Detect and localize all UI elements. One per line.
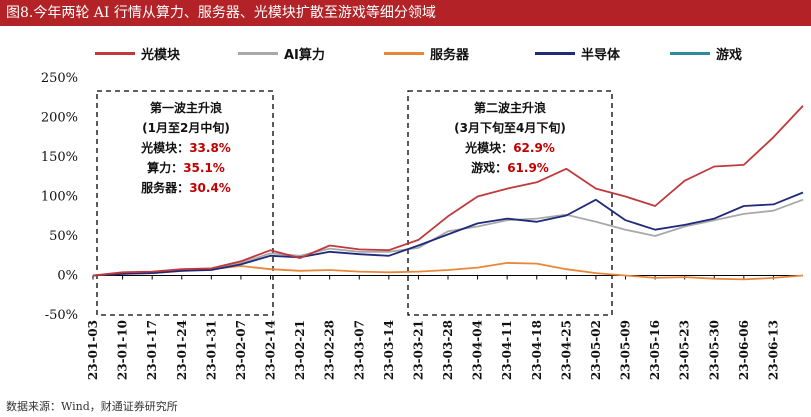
x-tick-label: 23-01-10 <box>116 320 130 380</box>
y-tick-label: -50% <box>45 308 78 323</box>
legend-label-ai: AI算力 <box>284 48 325 63</box>
x-tick-label: 23-05-23 <box>678 320 692 380</box>
annotation-value: 33.8% <box>189 141 231 155</box>
x-tick-label: 23-06-06 <box>737 320 751 380</box>
y-tick-label: 200% <box>41 111 78 126</box>
x-tick-label: 23-04-04 <box>471 320 485 380</box>
legend-label-game: 游戏 <box>716 48 743 63</box>
x-tick-label: 23-04-18 <box>530 320 544 380</box>
legend-swatch-optical <box>95 52 135 55</box>
annotation-wave-2-row: 游戏：61.9% <box>410 158 610 178</box>
annotation-wave-2: 第二波主升浪 (3月下旬至4月下旬) 光模块：62.9% 游戏：61.9% <box>410 98 610 178</box>
annotation-wave-2-row: 光模块：62.9% <box>410 138 610 158</box>
legend-item-ai: AI算力 <box>238 44 325 63</box>
series-line-1 <box>92 198 804 277</box>
y-tick-label: 150% <box>41 150 78 165</box>
legend-swatch-game <box>670 52 710 55</box>
series-line-3 <box>92 191 804 277</box>
annotation-label: 服务器： <box>141 181 190 195</box>
annotation-box-wave-2 <box>407 90 613 316</box>
annotation-wave-2-title: 第二波主升浪 <box>473 101 546 115</box>
x-tick-label: 23-05-16 <box>648 320 662 380</box>
x-tick-label: 23-03-28 <box>441 320 455 380</box>
legend-label-optical: 光模块 <box>141 48 181 63</box>
source-note: 数据来源：Wind，财通证券研究所 <box>6 400 178 413</box>
legend-swatch-server <box>384 52 424 55</box>
legend-item-server: 服务器 <box>384 44 469 63</box>
annotation-wave-2-subtitle: (3月下旬至4月下旬) <box>454 121 566 135</box>
x-tick-label: 23-01-17 <box>145 320 159 380</box>
annotation-wave-1-row: 服务器：30.4% <box>100 178 272 198</box>
annotation-wave-1-title: 第一波主升浪 <box>149 101 222 115</box>
series-line-0 <box>92 105 804 277</box>
x-tick-label: 23-01-03 <box>86 320 100 380</box>
annotation-value: 62.9% <box>513 141 555 155</box>
x-tick-label: 23-02-21 <box>293 320 307 380</box>
y-tick-label: 50% <box>49 229 78 244</box>
legend-item-game: 游戏 <box>670 44 742 63</box>
x-tick-label: 23-01-24 <box>175 320 189 380</box>
y-tick-label: 100% <box>41 190 78 205</box>
x-tick-label: 23-04-25 <box>559 320 573 380</box>
legend-item-semi: 半导体 <box>535 44 620 63</box>
annotation-label: 游戏： <box>471 161 508 175</box>
annotation-wave-1-row: 算力：35.1% <box>100 158 272 178</box>
x-tick-label: 23-01-31 <box>204 320 218 380</box>
x-tick-label: 23-02-07 <box>234 320 248 380</box>
legend-label-server: 服务器 <box>430 48 470 63</box>
y-tick-label: 250% <box>41 71 78 86</box>
annotation-box-wave-1 <box>96 90 274 316</box>
legend-swatch-semi <box>535 52 575 55</box>
annotation-wave-1: 第一波主升浪 (1月至2月中旬) 光模块：33.8% 算力：35.1% 服务器：… <box>100 98 272 198</box>
annotation-value: 61.9% <box>507 161 549 175</box>
x-tick-label: 23-05-30 <box>707 320 721 380</box>
x-tick-label: 23-03-21 <box>411 320 425 380</box>
x-tick-label: 23-02-14 <box>264 320 278 380</box>
annotation-value: 35.1% <box>183 161 225 175</box>
annotation-value: 30.4% <box>189 181 231 195</box>
x-tick-label: 23-04-11 <box>500 320 514 380</box>
y-tick-label: 0% <box>57 269 78 284</box>
x-tick-label: 23-06-13 <box>766 320 780 380</box>
chart-legend: 光模块 AI算力 服务器 半导体 游戏 <box>0 44 811 68</box>
annotation-label: 光模块： <box>465 141 514 155</box>
figure-title: 图8.今年两轮 AI 行情从算力、服务器、光模块扩散至游戏等细分领域 <box>0 0 811 26</box>
line-chart: -50% 0% 50% 100% 150% 200% 250% 23-01-03 23-01-1… <box>41 71 804 380</box>
annotation-wave-1-subtitle: (1月至2月中旬) <box>142 121 230 135</box>
legend-item-optical: 光模块 <box>95 44 180 63</box>
legend-swatch-ai <box>238 52 278 55</box>
x-tick-label: 23-03-14 <box>382 320 396 380</box>
x-tick-label: 23-05-09 <box>619 320 633 380</box>
x-tick-label: 23-02-28 <box>323 320 337 380</box>
x-tick-label: 23-03-07 <box>352 320 366 380</box>
legend-label-semi: 半导体 <box>581 48 621 63</box>
x-tick-label: 23-05-02 <box>589 320 603 380</box>
annotation-label: 光模块： <box>141 141 190 155</box>
annotation-label: 算力： <box>147 161 184 175</box>
annotation-wave-1-row: 光模块：33.8% <box>100 138 272 158</box>
